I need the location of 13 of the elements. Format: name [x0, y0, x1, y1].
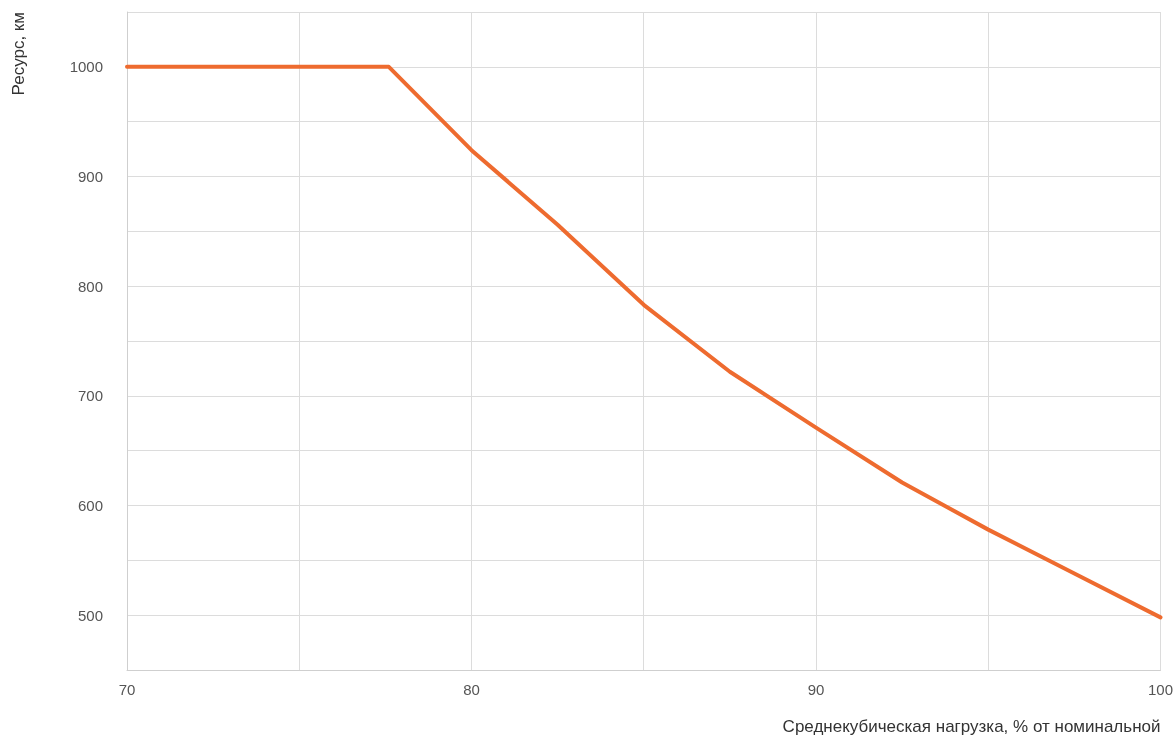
x-axis-title: Среднекубическая нагрузка, % от номинальной: [782, 717, 1161, 736]
x-tick-label: 100: [1147, 681, 1173, 698]
x-tick-label: 90: [807, 681, 825, 698]
y-tick-label: 1000: [69, 58, 103, 76]
y-tick-label: 500: [77, 606, 103, 624]
y-tick-label: 900: [77, 168, 103, 185]
x-tick-label: 70: [118, 681, 136, 698]
y-tick-label: 700: [77, 387, 103, 405]
y-axis-title: Ресурс, км: [9, 12, 28, 96]
line-series: [125, 64, 1163, 620]
x-tick-label: 80: [463, 681, 480, 698]
y-tick-label: 800: [77, 277, 103, 295]
y-tick-label: 600: [77, 497, 103, 514]
